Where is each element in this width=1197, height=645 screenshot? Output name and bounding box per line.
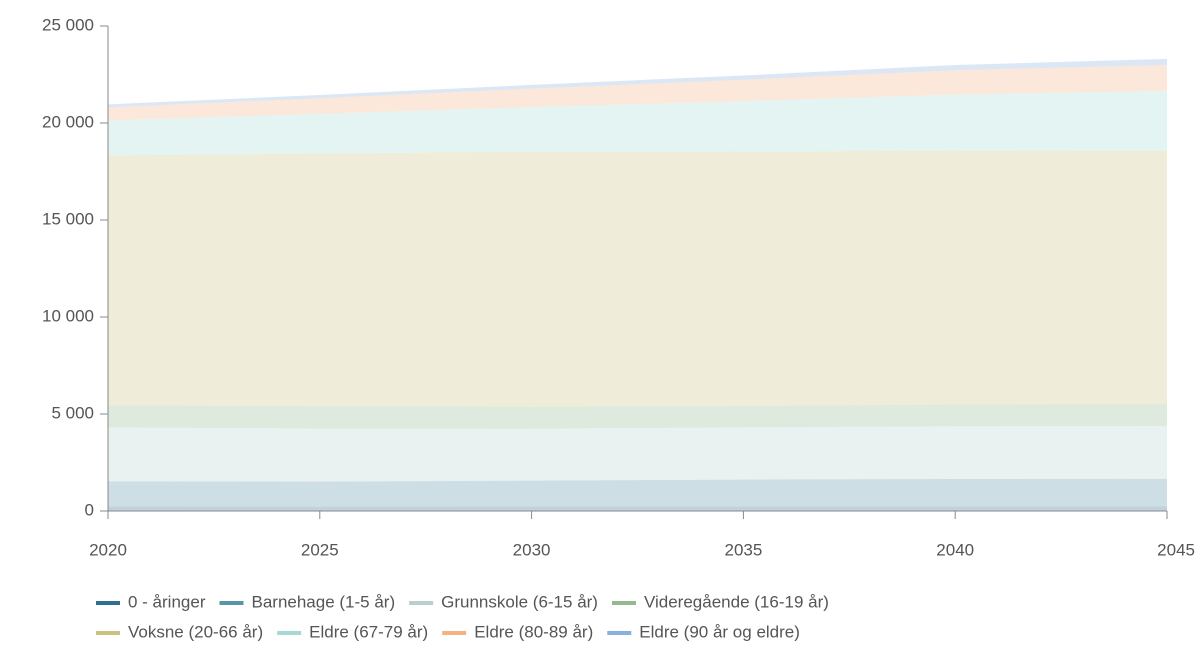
legend-label: Barnehage (1-5 år) xyxy=(251,592,395,611)
legend-label: Voksne (20-66 år) xyxy=(128,622,263,641)
y-tick-label: 0 xyxy=(85,500,94,519)
legend-label: 0 - åringer xyxy=(128,592,206,611)
area xyxy=(108,425,1167,482)
y-tick-label: 5 000 xyxy=(51,403,94,422)
area xyxy=(108,64,1167,121)
x-tick-label: 2020 xyxy=(89,540,127,559)
area xyxy=(108,403,1167,429)
y-tick-label: 10 000 xyxy=(42,306,94,325)
area xyxy=(108,478,1167,507)
legend-label: Eldre (80-89 år) xyxy=(474,622,593,641)
area xyxy=(108,506,1167,511)
legend-label: Eldre (67-79 år) xyxy=(309,622,428,641)
x-tick-label: 2045 xyxy=(1157,540,1195,559)
area xyxy=(108,90,1167,156)
x-tick-label: 2030 xyxy=(513,540,551,559)
x-tick-label: 2040 xyxy=(936,540,974,559)
area xyxy=(108,150,1167,407)
x-tick-label: 2035 xyxy=(724,540,762,559)
legend-label: Grunnskole (6-15 år) xyxy=(441,592,598,611)
legend-label: Videregående (16-19 år) xyxy=(644,592,829,611)
x-tick-label: 2025 xyxy=(301,540,339,559)
area xyxy=(108,58,1167,108)
legend-label: Eldre (90 år og eldre) xyxy=(639,622,800,641)
y-tick-label: 25 000 xyxy=(42,15,94,34)
y-tick-label: 20 000 xyxy=(42,112,94,131)
y-tick-label: 15 000 xyxy=(42,209,94,228)
